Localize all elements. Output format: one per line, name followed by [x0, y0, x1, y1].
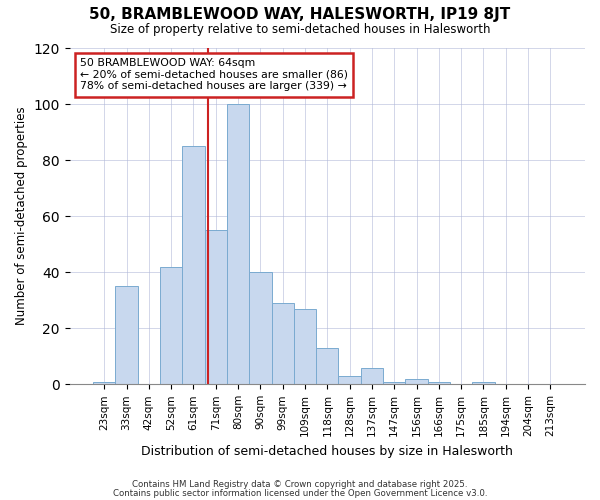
Bar — [205, 230, 227, 384]
Bar — [249, 272, 272, 384]
Bar — [428, 382, 450, 384]
Bar — [316, 348, 338, 385]
Bar — [272, 303, 294, 384]
Bar — [361, 368, 383, 384]
Bar — [227, 104, 249, 384]
Bar — [472, 382, 494, 384]
Text: 50, BRAMBLEWOOD WAY, HALESWORTH, IP19 8JT: 50, BRAMBLEWOOD WAY, HALESWORTH, IP19 8J… — [89, 8, 511, 22]
Bar — [160, 266, 182, 384]
Bar — [383, 382, 406, 384]
Text: 50 BRAMBLEWOOD WAY: 64sqm
← 20% of semi-detached houses are smaller (86)
78% of : 50 BRAMBLEWOOD WAY: 64sqm ← 20% of semi-… — [80, 58, 348, 92]
Text: Contains public sector information licensed under the Open Government Licence v3: Contains public sector information licen… — [113, 488, 487, 498]
Bar — [294, 308, 316, 384]
Text: Contains HM Land Registry data © Crown copyright and database right 2025.: Contains HM Land Registry data © Crown c… — [132, 480, 468, 489]
Bar — [406, 378, 428, 384]
Bar — [115, 286, 137, 384]
Bar — [182, 146, 205, 384]
Bar — [338, 376, 361, 384]
Bar — [93, 382, 115, 384]
Y-axis label: Number of semi-detached properties: Number of semi-detached properties — [15, 107, 28, 326]
Text: Size of property relative to semi-detached houses in Halesworth: Size of property relative to semi-detach… — [110, 22, 490, 36]
X-axis label: Distribution of semi-detached houses by size in Halesworth: Distribution of semi-detached houses by … — [142, 444, 513, 458]
